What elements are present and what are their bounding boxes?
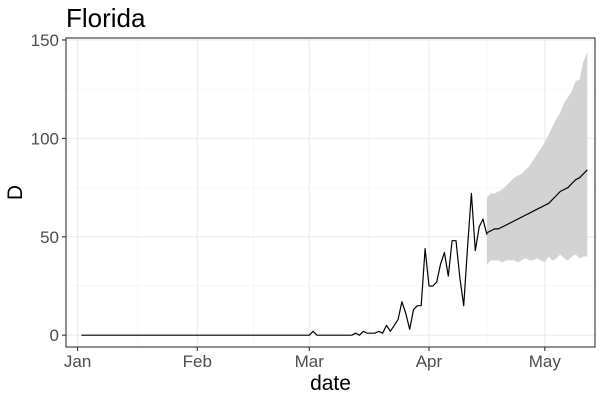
y-axis-label: D — [4, 185, 27, 200]
panel-border — [65, 37, 596, 348]
x-axis-label: date — [310, 372, 351, 395]
y-tick-label: 150 — [31, 31, 59, 50]
series-line-observed — [81, 192, 488, 336]
y-tick-label: 0 — [50, 326, 59, 345]
x-axis: Jan Feb Mar Apr May — [64, 347, 561, 371]
x-tick-label: Feb — [183, 352, 212, 371]
y-axis: 0 50 100 150 — [31, 31, 66, 345]
x-tick-label: Jan — [64, 352, 91, 371]
x-tick-label: Apr — [416, 352, 443, 371]
x-tick-label: May — [529, 352, 562, 371]
forecast-ribbon — [486, 51, 588, 265]
series-lines — [81, 169, 588, 336]
y-tick-label: 50 — [40, 228, 59, 247]
y-tick-label: 100 — [31, 129, 59, 148]
grid — [66, 38, 595, 347]
chart-title: Florida — [66, 3, 146, 33]
series-line-forecast — [486, 169, 588, 234]
x-tick-label: Mar — [295, 352, 325, 371]
